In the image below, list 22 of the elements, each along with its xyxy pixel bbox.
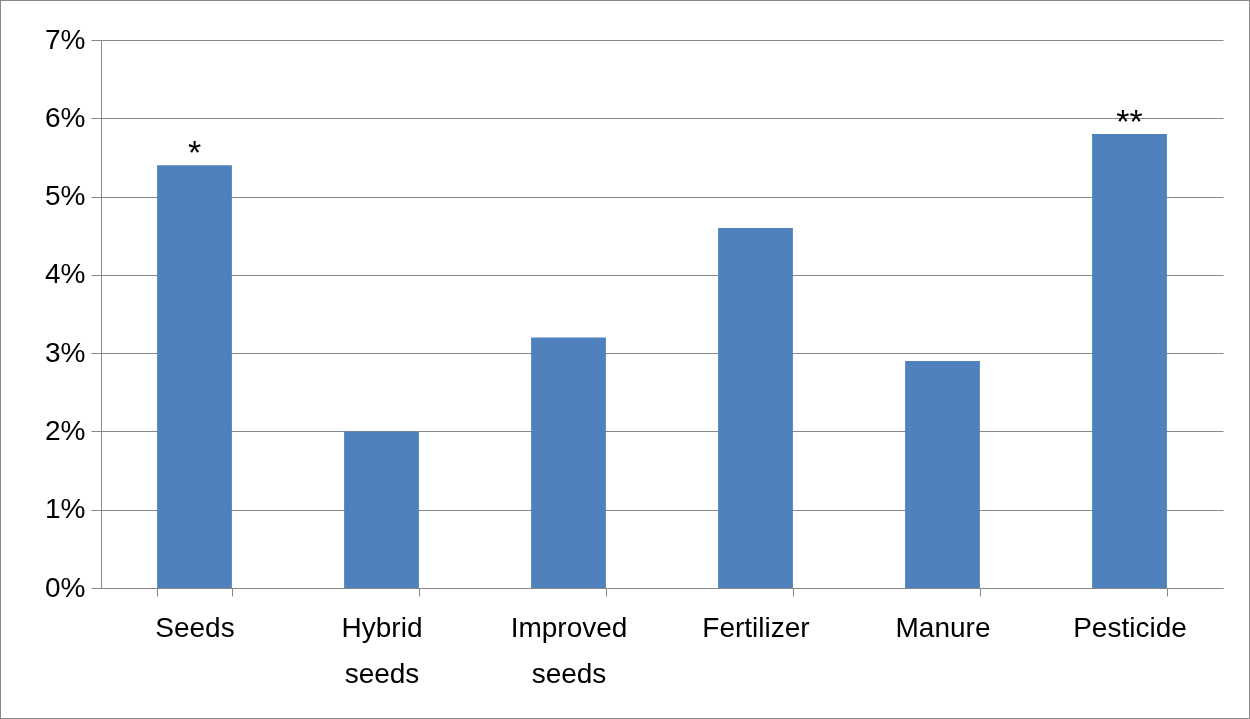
bar (718, 227, 793, 588)
y-tick-label: 6% (45, 101, 86, 133)
y-tick-label: 4% (45, 258, 86, 290)
bar (344, 431, 419, 588)
annotation: * (187, 133, 202, 172)
x-tick-label: Improved seeds (510, 611, 628, 689)
x-tick-label: Fertilizer (702, 611, 810, 643)
bar (157, 165, 232, 588)
y-tick-label: 5% (45, 180, 86, 212)
y-tick-label: 0% (45, 571, 86, 603)
bar (1092, 133, 1167, 588)
y-tick-label: 1% (45, 493, 86, 525)
y-tick-label: 2% (45, 414, 86, 446)
x-tick-label: Seeds (155, 611, 235, 643)
y-tick-label: 7% (45, 23, 86, 55)
x-tick-label: Pesticide (1073, 611, 1187, 643)
bar (531, 337, 606, 588)
annotation: ** (1116, 101, 1143, 140)
y-tick-label: 3% (45, 336, 86, 368)
x-tick-label: Manure (895, 611, 991, 643)
x-tick-label: Hybrid seeds (341, 611, 423, 689)
bar (905, 360, 980, 588)
